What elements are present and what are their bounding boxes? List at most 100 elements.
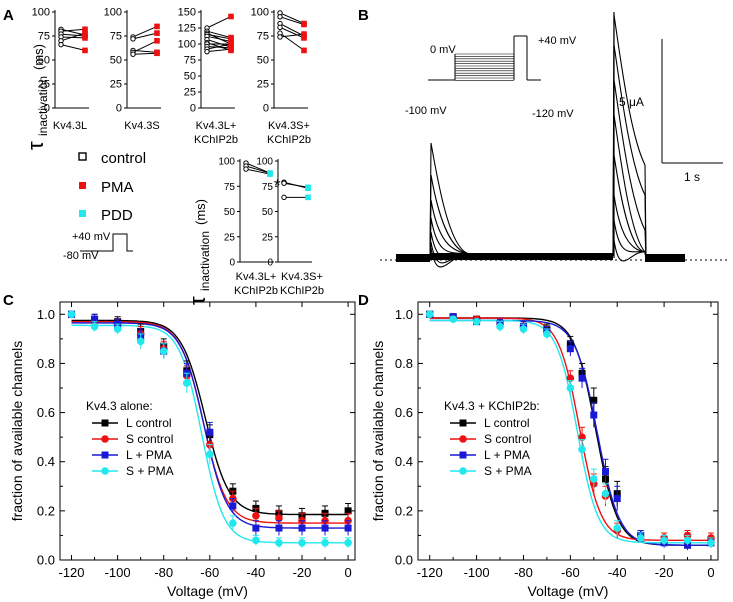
a-top-ytick-label: 50: [184, 71, 196, 83]
protocol-hold-label: -80 mV: [63, 250, 99, 262]
data-point-s-pma: [601, 489, 610, 498]
y-axis-label: fraction of available channels: [9, 341, 25, 522]
legend-label-s-control: S control: [484, 432, 531, 446]
data-point-l-pma: [206, 428, 214, 436]
data-point-s-pma: [472, 317, 481, 326]
x-tick-label: -80: [514, 565, 533, 580]
data-point-l-pma: [229, 502, 237, 510]
legend-label-s-control: S control: [126, 432, 173, 446]
panel-a-bottom-plots: 0255075100Kv4.3L+KChIP2b0255075100Kv4.3S…: [218, 157, 324, 298]
a-bottom-treated-point: [305, 184, 311, 191]
current-scale-label: 5 μA: [619, 95, 644, 109]
a-top-treated-point: [82, 47, 88, 54]
data-point-l-pma: [91, 315, 99, 323]
protocol-trace: [80, 233, 133, 252]
a-top-xlabel-line1: Kv4.3L+: [196, 120, 237, 132]
a-top-pair-line: [279, 23, 305, 37]
y-tick-label: 0.8: [395, 356, 413, 371]
legend-label-s-pma: S + PMA: [484, 464, 532, 478]
legend-pma-label: PMA: [101, 179, 134, 196]
legend-marker-l-control: [459, 419, 467, 427]
data-point-s-pma: [298, 539, 306, 547]
a-bottom-control-point: [281, 180, 287, 186]
test-pulse-current-trace: [612, 79, 647, 259]
current-traces: [380, 12, 728, 268]
a-top-pair-line: [206, 35, 232, 42]
a-top-ytick-label: 100: [178, 39, 196, 51]
a-top-ytick-label: 50: [110, 55, 122, 67]
a-top-treated-point: [301, 21, 307, 28]
y-tick-label: 0.0: [37, 553, 55, 568]
data-point-l-control: [344, 507, 352, 515]
y-tick-label: 1.0: [37, 307, 55, 322]
a-top-ytick-label: 0: [44, 103, 50, 115]
plot-frame: [417, 301, 719, 561]
a-bottom-ytick-label: 75: [262, 182, 274, 193]
a-top-ytick-label: 75: [110, 31, 122, 43]
a-bottom-pair-line: [245, 165, 271, 174]
a-top-ytick-label: 50: [38, 55, 50, 67]
protocol-m100mv-label: -100 mV: [405, 105, 447, 117]
a-top-ytick-label: 25: [38, 79, 50, 91]
significance-asterisk: *: [274, 176, 281, 195]
a-top-ytick-label: 25: [184, 87, 196, 99]
legend-marker-s-control: [459, 435, 467, 443]
a-bottom-pair-line: [283, 182, 309, 188]
data-point-s-control: [578, 433, 586, 441]
a-top-pair-line: [60, 32, 86, 42]
x-tick-label: -60: [200, 565, 219, 580]
panel-letter-a: A: [3, 7, 14, 24]
legend-marker-s-pma: [101, 467, 109, 475]
y-tick-label: 0.6: [395, 405, 413, 420]
data-point-s-pma: [229, 519, 237, 527]
a-top-plot-0: 0 25 50 75 100 Kv4.3L: [32, 7, 89, 132]
a-top-pair-line: [206, 46, 232, 49]
a-top-ytick-label: 75: [257, 31, 269, 43]
data-point-s-pma: [275, 539, 283, 547]
a-top-pair-line: [60, 44, 86, 51]
a-bottom-pair-line: [245, 168, 271, 175]
voltage-protocol-inset: 0 mV +40 mV -100 mV -120 mV: [405, 35, 577, 120]
plot-frame: [59, 301, 356, 561]
data-point-l-pma: [275, 524, 283, 532]
a-bottom-ytick-label: 0: [229, 258, 235, 269]
x-tick-label: -100: [464, 565, 490, 580]
a-bottom-treated-point: [305, 194, 311, 201]
data-point-s-pma: [519, 325, 528, 333]
a-top-xlabel-line2: KChIP2b: [194, 134, 238, 146]
panel-a-top-ylabel: τ inactivation (ms): [23, 44, 50, 150]
data-point-s-pma: [636, 534, 645, 542]
a-bottom-xlabel-line2: KChIP2b: [280, 285, 324, 297]
a-top-ytick-label: 75: [38, 31, 50, 43]
scale-bars: 5 μA 1 s: [619, 39, 723, 184]
test-pulse-current-trace: [612, 114, 647, 259]
protocol-m120mv-label: -120 mV: [532, 108, 574, 120]
a-top-ytick-label: 0: [190, 103, 196, 115]
data-point-s-control: [252, 511, 260, 520]
a-top-ytick-label: 0: [263, 103, 269, 115]
legend-marker-l-control: [101, 419, 109, 427]
tau-subscript-bottom: inactivation: [198, 231, 212, 291]
chart-d: -120 -100 -80 -60 -40 -20 0 0.0 0.2 0.4 0.6 0.8 1.0 V…: [370, 301, 719, 599]
panel-a: A τ inactivation (ms) 0255075100Kv4.3L02…: [3, 7, 324, 306]
a-top-control-point: [58, 41, 64, 48]
data-point-s-pma: [613, 524, 622, 532]
x-tick-label: -120: [59, 565, 85, 580]
data-point-s-control: [566, 374, 575, 382]
a-bottom-control-point: [281, 194, 287, 201]
x-tick-label: 0: [707, 565, 714, 580]
a-top-pair-line: [279, 16, 305, 25]
data-point-s-pma: [707, 539, 715, 547]
tau-symbol-bottom: τ: [185, 296, 210, 305]
panel-letter-d: D: [358, 292, 369, 309]
a-top-treated-point: [301, 35, 307, 41]
x-tick-label: -100: [105, 565, 131, 580]
a-top-plot-2: 0 25 50 75 100 125 150 Kv4.3L+ KChIP2b: [178, 7, 238, 147]
panel-a-protocol: +40 mV -80 mV: [63, 231, 133, 262]
panel-a-top-plots: 0255075100Kv4.3L0255075100Kv4.3S02550751…: [32, 7, 311, 147]
tau-subscript: inactivation: [36, 76, 50, 136]
tau-symbol: τ: [23, 141, 48, 150]
a-top-xlabel: Kv4.3L: [53, 120, 87, 132]
tau-unit-bottom: (ms): [193, 199, 208, 225]
